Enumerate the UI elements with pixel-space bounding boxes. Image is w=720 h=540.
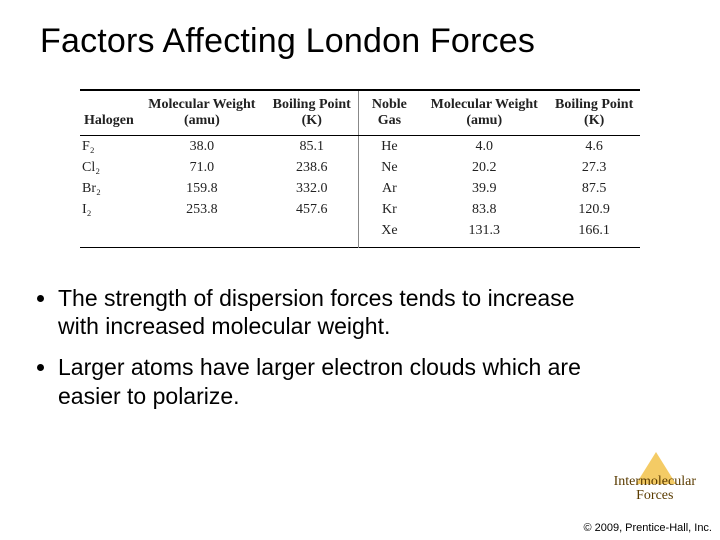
cell: Br₂ bbox=[80, 178, 138, 199]
cell: 332.0 bbox=[266, 178, 358, 199]
cell: Cl₂ bbox=[80, 157, 138, 178]
cell: 20.2 bbox=[420, 157, 548, 178]
data-table: Halogen Molecular Weight (amu) Boiling P… bbox=[80, 89, 640, 248]
cell: F₂ bbox=[80, 136, 138, 158]
cell: 85.1 bbox=[266, 136, 358, 158]
cell: 39.9 bbox=[420, 178, 548, 199]
cell: 253.8 bbox=[138, 199, 266, 220]
cell: Kr bbox=[358, 199, 420, 220]
cell: 83.8 bbox=[420, 199, 548, 220]
table-row: Br₂ 159.8 332.0 Ar 39.9 87.5 bbox=[80, 178, 640, 199]
bullet-list: The strength of dispersion forces tends … bbox=[58, 284, 618, 411]
cell: 4.0 bbox=[420, 136, 548, 158]
cell: 120.9 bbox=[548, 199, 640, 220]
cell: 71.0 bbox=[138, 157, 266, 178]
cell: 87.5 bbox=[548, 178, 640, 199]
col-mw-1: Molecular Weight (amu) bbox=[138, 90, 266, 136]
table-row: Cl₂ 71.0 238.6 Ne 20.2 27.3 bbox=[80, 157, 640, 178]
col-bp-1: Boiling Point (K) bbox=[266, 90, 358, 136]
cell: 27.3 bbox=[548, 157, 640, 178]
col-noble-gas: Noble Gas bbox=[358, 90, 420, 136]
table-row: F₂ 38.0 85.1 He 4.0 4.6 bbox=[80, 136, 640, 158]
col-bp-2: Boiling Point (K) bbox=[548, 90, 640, 136]
slide-title: Factors Affecting London Forces bbox=[0, 0, 720, 61]
cell bbox=[138, 220, 266, 247]
cell: Ar bbox=[358, 178, 420, 199]
cell: Ne bbox=[358, 157, 420, 178]
col-halogen: Halogen bbox=[80, 90, 138, 136]
cell bbox=[80, 220, 138, 247]
cell: 238.6 bbox=[266, 157, 358, 178]
cell: He bbox=[358, 136, 420, 158]
cell: 159.8 bbox=[138, 178, 266, 199]
table-row: I₂ 253.8 457.6 Kr 83.8 120.9 bbox=[80, 199, 640, 220]
table-header-row: Halogen Molecular Weight (amu) Boiling P… bbox=[80, 90, 640, 136]
table-row: Xe 131.3 166.1 bbox=[80, 220, 640, 247]
bullet-item: The strength of dispersion forces tends … bbox=[58, 284, 618, 342]
cell: 457.6 bbox=[266, 199, 358, 220]
col-mw-2: Molecular Weight (amu) bbox=[420, 90, 548, 136]
cell: 4.6 bbox=[548, 136, 640, 158]
cell bbox=[266, 220, 358, 247]
topic-label: Intermolecular Forces bbox=[614, 475, 696, 504]
topic-label-line1: Intermolecular bbox=[614, 474, 696, 489]
cell: 166.1 bbox=[548, 220, 640, 247]
data-table-container: Halogen Molecular Weight (amu) Boiling P… bbox=[80, 89, 640, 248]
cell: 131.3 bbox=[420, 220, 548, 247]
cell: 38.0 bbox=[138, 136, 266, 158]
cell: I₂ bbox=[80, 199, 138, 220]
topic-label-line2: Forces bbox=[636, 488, 673, 503]
bullet-item: Larger atoms have larger electron clouds… bbox=[58, 353, 618, 411]
cell: Xe bbox=[358, 220, 420, 247]
copyright-text: © 2009, Prentice-Hall, Inc. bbox=[583, 522, 712, 534]
